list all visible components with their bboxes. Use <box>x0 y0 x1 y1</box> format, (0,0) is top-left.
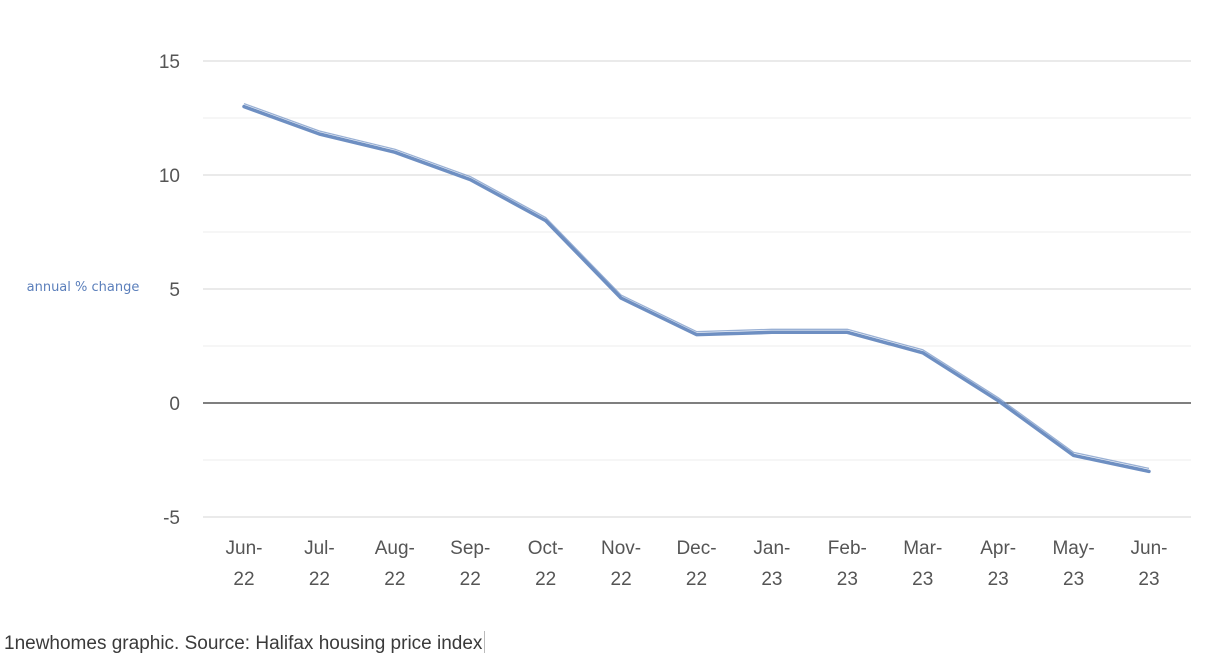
line-chart: 15 10 5 0 -5 annual % change Jun- 22 Jul- 22 Aug… <box>27 52 1191 590</box>
x-tick-label: Jan- <box>753 538 790 559</box>
x-tick-label-year: 23 <box>837 569 858 590</box>
x-tick-label-year: 22 <box>611 569 632 590</box>
x-axis-ticks: Jun- 22 Jul- 22 Aug- 22 Sep- 22 Oct- 22 Nov- 22 Dec-… <box>226 538 1168 590</box>
series-line-group <box>242 102 1151 474</box>
x-tick-label: May- <box>1052 538 1094 559</box>
y-axis-label: annual % change <box>27 280 140 295</box>
y-tick-label: -5 <box>163 508 180 529</box>
x-tick-label-year: 22 <box>309 569 330 590</box>
x-tick-label-year: 23 <box>1138 569 1159 590</box>
gridlines <box>203 60 1191 518</box>
y-axis-ticks: 15 10 5 0 -5 <box>159 52 180 529</box>
x-tick-label-year: 23 <box>912 569 933 590</box>
x-tick-label-year: 23 <box>1063 569 1084 590</box>
text-cursor <box>484 631 486 653</box>
x-tick-label: Oct- <box>528 538 564 559</box>
x-tick-label: Nov- <box>601 538 641 559</box>
x-tick-label: Jun- <box>226 538 263 559</box>
series-line-highlight <box>243 102 1150 470</box>
x-tick-label-year: 22 <box>535 569 556 590</box>
y-tick-label: 5 <box>169 280 180 301</box>
x-tick-label-year: 23 <box>761 569 782 590</box>
caption: 1newhomes graphic. Source: Halifax housi… <box>4 631 486 655</box>
x-tick-label-year: 23 <box>988 569 1009 590</box>
x-tick-label: Aug- <box>375 538 415 559</box>
caption-text: 1newhomes graphic. Source: Halifax housi… <box>4 633 483 654</box>
x-tick-label: Jun- <box>1131 538 1168 559</box>
y-tick-label: 15 <box>159 52 180 73</box>
x-tick-label: Mar- <box>903 538 942 559</box>
x-tick-label: Dec- <box>676 538 716 559</box>
x-tick-label: Feb- <box>828 538 867 559</box>
y-tick-label: 0 <box>169 394 180 415</box>
x-tick-label-year: 22 <box>233 569 254 590</box>
x-tick-label: Sep- <box>450 538 490 559</box>
x-tick-label: Jul- <box>304 538 335 559</box>
y-tick-label: 10 <box>159 166 180 187</box>
x-tick-label-year: 22 <box>384 569 405 590</box>
x-tick-label: Apr- <box>980 538 1016 559</box>
x-tick-label-year: 22 <box>460 569 481 590</box>
x-tick-label-year: 22 <box>686 569 707 590</box>
